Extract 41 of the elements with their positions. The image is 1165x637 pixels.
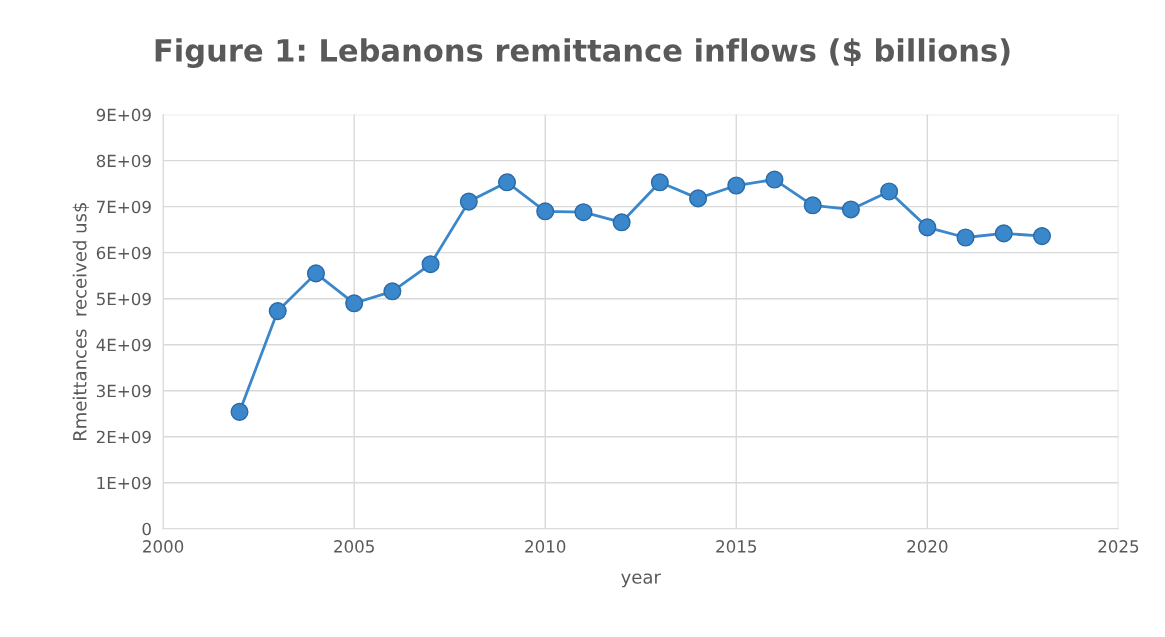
x-tick-label: 2000: [143, 540, 184, 553]
y-tick-label: 2E+09: [96, 430, 151, 444]
point: [803, 196, 822, 215]
point: [306, 264, 325, 283]
x-tick-label: 2015: [716, 540, 757, 553]
y-tick-label: 3E+09: [96, 384, 151, 398]
point: [956, 228, 975, 247]
point: [880, 182, 899, 201]
point: [994, 224, 1013, 243]
point: [421, 255, 440, 274]
point: [765, 170, 784, 189]
point: [536, 202, 555, 221]
y-tick-label: 0: [142, 522, 151, 536]
y-tick-label: 6E+09: [96, 246, 151, 260]
x-tick-label: 2005: [334, 540, 374, 553]
point: [1032, 227, 1052, 246]
x-tick-label: 2025: [1098, 540, 1139, 553]
y-tick-label: 9E+09: [96, 108, 151, 122]
point: [612, 213, 631, 232]
y-tick-label: 8E+09: [96, 154, 151, 168]
point: [459, 192, 478, 211]
point: [230, 402, 249, 421]
y-tick-label: 5E+09: [96, 292, 151, 306]
y-tick-label: 7E+09: [97, 200, 151, 214]
point: [689, 189, 708, 208]
point: [727, 176, 746, 195]
x-axis-title: year: [621, 573, 661, 588]
y-tick-label: 4E+09: [96, 338, 151, 352]
point: [345, 294, 364, 313]
point: [841, 200, 860, 219]
point: [268, 302, 287, 321]
point: [383, 282, 402, 301]
chart-title: Figure 1: Lebanons remittance inflows ($ billions): [155, 38, 1010, 69]
y-axis-title: Rmeittances received us$: [72, 203, 90, 441]
point: [650, 173, 669, 192]
point: [497, 173, 517, 192]
y-tick-label: 1E+09: [97, 476, 151, 490]
point: [918, 218, 937, 237]
x-tick-label: 2020: [907, 540, 948, 553]
x-tick-label: 2010: [525, 540, 566, 553]
point: [574, 203, 593, 222]
